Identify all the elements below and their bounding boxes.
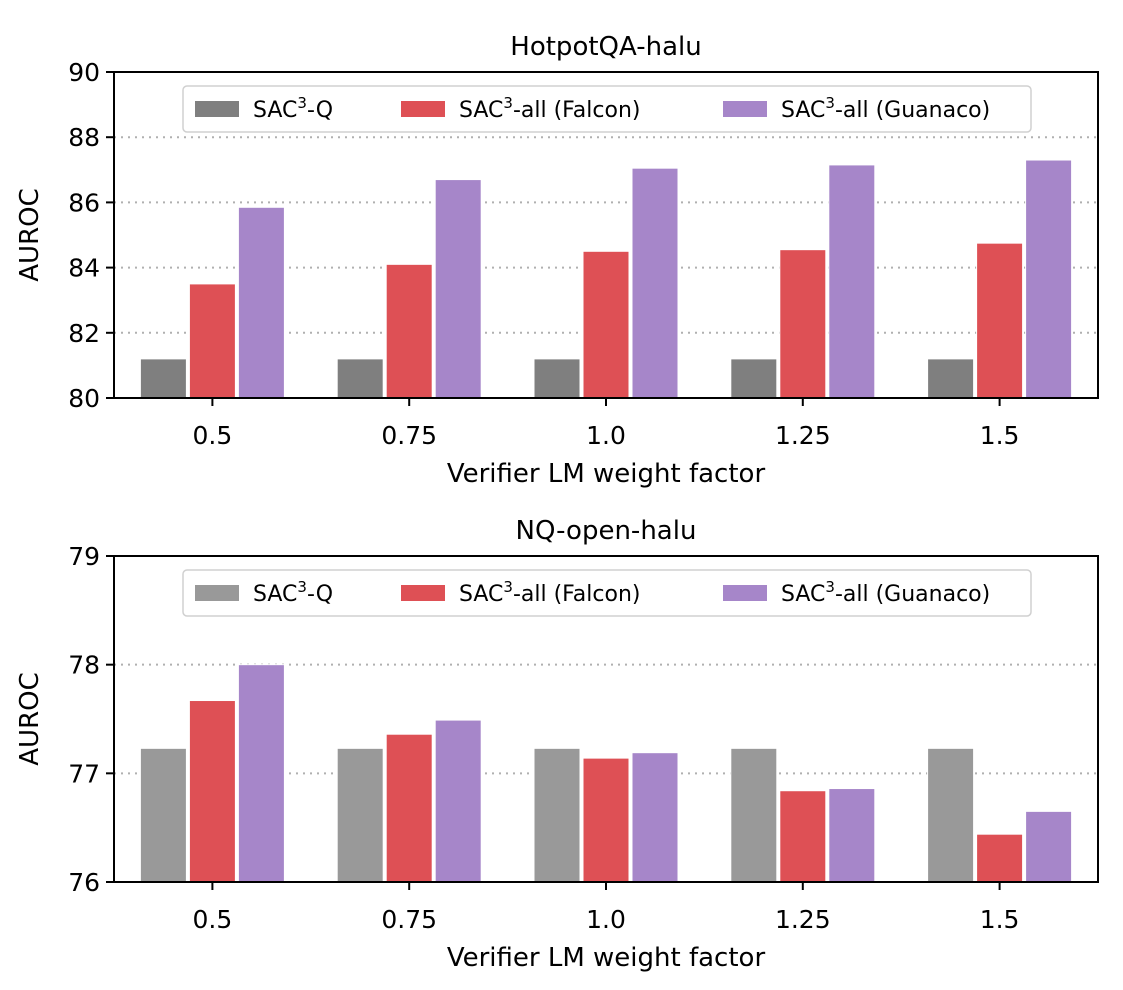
x-axis-label: Verifier LM weight factor bbox=[447, 459, 766, 489]
bar bbox=[927, 358, 975, 399]
x-tick-label: 0.75 bbox=[381, 905, 437, 934]
bar bbox=[730, 747, 778, 883]
chart-panel-2: NQ-open-halu 76 77 78 79 0.5 0.75 1.0 1.25 1.5 Ver… bbox=[15, 516, 1099, 973]
bar bbox=[533, 358, 581, 399]
bar bbox=[336, 747, 384, 883]
x-tick-label: 0.5 bbox=[193, 905, 233, 934]
legend-label-main: SAC bbox=[781, 582, 825, 607]
y-tick-label: 90 bbox=[68, 58, 100, 87]
bar bbox=[533, 747, 581, 883]
legend-label-tail: -Q bbox=[307, 98, 333, 123]
chart-panel-1: HotpotQA-halu 80 82 84 86 88 90 0.5 0.75 1.0 1.25 1… bbox=[15, 32, 1099, 489]
bar bbox=[434, 719, 482, 883]
legend-swatch bbox=[401, 101, 445, 117]
bar bbox=[779, 249, 827, 399]
bar bbox=[139, 747, 187, 883]
bar bbox=[385, 263, 433, 399]
legend-label-tail: -all (Guanaco) bbox=[835, 582, 990, 607]
y-tick-label: 79 bbox=[68, 542, 100, 571]
legend-label-sup: 3 bbox=[503, 578, 513, 596]
legend-label-sup: 3 bbox=[825, 94, 835, 112]
legend-label: SAC3-all (Falcon) bbox=[459, 578, 640, 607]
legend: SAC3-Q SAC3-all (Falcon) SAC3-all (Guanaco… bbox=[182, 569, 1032, 617]
x-tick-label: 0.75 bbox=[381, 421, 437, 450]
legend-label-sup: 3 bbox=[825, 578, 835, 596]
legend-swatch bbox=[195, 585, 239, 601]
legend-label-sup: 3 bbox=[297, 94, 307, 112]
legend-label-main: SAC bbox=[459, 98, 503, 123]
legend-label: SAC3-all (Falcon) bbox=[459, 94, 640, 123]
bar bbox=[237, 664, 285, 883]
bar bbox=[828, 788, 876, 883]
bar bbox=[434, 179, 482, 399]
chart-title: NQ-open-halu bbox=[516, 516, 697, 546]
legend-swatch bbox=[401, 585, 445, 601]
legend-label-sup: 3 bbox=[503, 94, 513, 112]
x-tick-label: 1.0 bbox=[586, 905, 626, 934]
bar bbox=[582, 250, 630, 399]
legend-label: SAC3-Q bbox=[253, 578, 333, 607]
chart-title: HotpotQA-halu bbox=[510, 32, 701, 62]
x-axis-label: Verifier LM weight factor bbox=[447, 943, 766, 973]
x-tick-label: 1.5 bbox=[980, 421, 1020, 450]
bar bbox=[188, 700, 236, 883]
bar bbox=[237, 206, 285, 399]
bar bbox=[385, 733, 433, 883]
legend-swatch bbox=[195, 101, 239, 117]
bar bbox=[730, 358, 778, 399]
x-tick-label: 0.5 bbox=[193, 421, 233, 450]
bar bbox=[1025, 159, 1073, 399]
legend-label-tail: -all (Falcon) bbox=[513, 582, 641, 607]
y-tick-label: 76 bbox=[68, 868, 100, 897]
legend-label: SAC3-Q bbox=[253, 94, 333, 123]
legend-box bbox=[182, 85, 1032, 133]
bar bbox=[1025, 810, 1073, 883]
bar bbox=[631, 752, 679, 883]
y-tick-label: 88 bbox=[68, 123, 100, 152]
y-axis-label: AUROC bbox=[15, 672, 45, 766]
legend-label-main: SAC bbox=[253, 582, 297, 607]
legend-label: SAC3-all (Guanaco) bbox=[781, 578, 990, 607]
x-tick-label: 1.25 bbox=[775, 421, 831, 450]
x-tick-label: 1.25 bbox=[775, 905, 831, 934]
bar bbox=[582, 757, 630, 883]
bar bbox=[828, 164, 876, 399]
bar bbox=[927, 747, 975, 883]
legend-label: SAC3-all (Guanaco) bbox=[781, 94, 990, 123]
bar bbox=[976, 833, 1024, 883]
x-tick-label: 1.0 bbox=[586, 421, 626, 450]
legend-label-main: SAC bbox=[781, 98, 825, 123]
legend-swatch bbox=[723, 101, 767, 117]
bar bbox=[188, 283, 236, 399]
bar bbox=[976, 242, 1024, 399]
bar bbox=[139, 358, 187, 399]
bar bbox=[631, 167, 679, 399]
legend-label-main: SAC bbox=[253, 98, 297, 123]
legend-label-main: SAC bbox=[459, 582, 503, 607]
legend-swatch bbox=[723, 585, 767, 601]
legend-label-tail: -Q bbox=[307, 582, 333, 607]
y-tick-label: 80 bbox=[68, 384, 100, 413]
y-tick-label: 77 bbox=[68, 759, 100, 788]
legend-label-tail: -all (Falcon) bbox=[513, 98, 641, 123]
bar bbox=[336, 358, 384, 399]
legend-label-sup: 3 bbox=[297, 578, 307, 596]
y-tick-label: 86 bbox=[68, 188, 100, 217]
legend: SAC3-Q SAC3-all (Falcon) SAC3-all (Guanaco… bbox=[182, 85, 1032, 133]
bar bbox=[779, 790, 827, 883]
y-axis-label: AUROC bbox=[15, 188, 45, 282]
legend-box bbox=[182, 569, 1032, 617]
y-tick-label: 78 bbox=[68, 651, 100, 680]
y-tick-label: 84 bbox=[68, 254, 100, 283]
y-tick-label: 82 bbox=[68, 319, 100, 348]
legend-label-tail: -all (Guanaco) bbox=[835, 98, 990, 123]
x-tick-label: 1.5 bbox=[980, 905, 1020, 934]
